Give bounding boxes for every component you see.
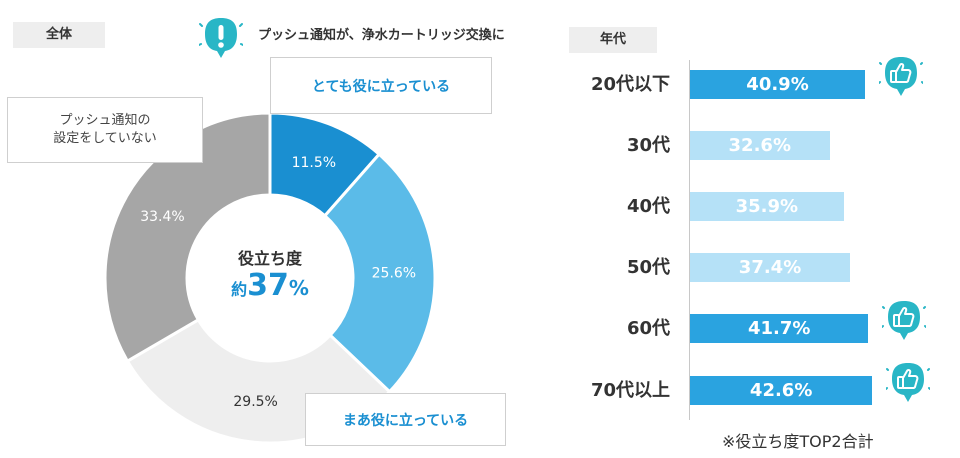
overall-tag: 全体	[13, 22, 105, 48]
bar-category-label: 50代	[626, 257, 670, 278]
usefulness-prefix: 約	[231, 280, 248, 299]
donut-slice-label-3: 33.4%	[140, 209, 184, 225]
bar: 41.7%	[690, 314, 869, 343]
bar-category-label: 20代以下	[590, 74, 670, 95]
bar: 32.6%	[690, 131, 830, 160]
donut-slice-label-0: 11.5%	[292, 155, 336, 171]
thumbs-up-icon	[879, 57, 924, 96]
thumbs-up-icon	[886, 363, 931, 402]
exclamation-icon-rays	[199, 23, 243, 46]
bar-category-label: 70代以上	[590, 380, 670, 401]
bar: 35.9%	[690, 192, 844, 221]
footnote: ※役立ち度TOP2合計	[722, 432, 874, 451]
donut-slice-label-2: 29.5%	[233, 394, 277, 410]
push-notification-title: プッシュ通知が、浄水カートリッジ交換に	[258, 28, 505, 43]
bar: 40.9%	[690, 70, 866, 99]
bar-category-label: 30代	[626, 135, 670, 156]
donut-slice-1	[322, 152, 437, 394]
notification-off-callout: プッシュ通知の 設定をしていない	[7, 97, 203, 163]
usefulness-unit: %	[288, 276, 309, 300]
usefulness-value: 約37%	[205, 268, 335, 303]
bar-row: 50代 37.4%	[560, 253, 960, 283]
bar: 42.6%	[690, 376, 873, 405]
bar-row: 60代 41.7%	[560, 301, 960, 344]
thumbs-up-icon	[882, 301, 927, 340]
bar-category-label: 40代	[626, 196, 670, 217]
bar-row: 30代 32.6%	[560, 131, 960, 161]
donut-slice-3	[103, 111, 272, 364]
bar-category-label: 60代	[626, 318, 670, 339]
very-helpful-callout: とても役に立っている	[270, 57, 492, 114]
bar-row: 40代 35.9%	[560, 192, 960, 222]
donut-slice-label-1: 25.6%	[372, 266, 416, 282]
bar: 37.4%	[690, 253, 851, 282]
bar-row: 20代以下 40.9%	[560, 57, 960, 100]
bar-row: 70代以上 42.6%	[560, 363, 960, 406]
usefulness-label: 役立ち度	[237, 249, 302, 268]
bar-axis-line	[689, 60, 690, 420]
age-group-tag: 年代	[569, 27, 657, 53]
somewhat-helpful-callout: まあ役に立っている	[305, 393, 506, 446]
exclamation-icon	[199, 18, 243, 58]
usefulness-number: 37	[247, 268, 289, 303]
